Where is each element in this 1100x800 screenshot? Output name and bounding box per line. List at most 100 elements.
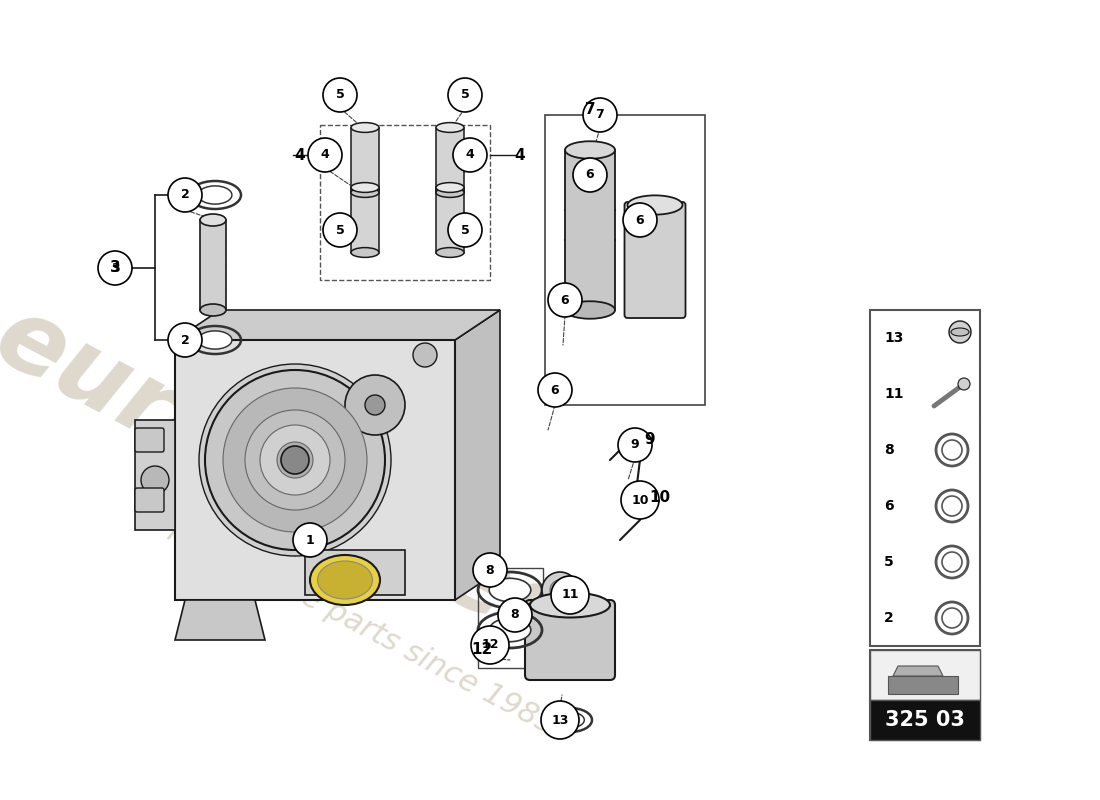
Text: 11: 11 (561, 589, 579, 602)
Bar (870, 310, 980, 646)
Polygon shape (175, 600, 265, 640)
Text: 10: 10 (649, 490, 671, 506)
Circle shape (550, 580, 570, 600)
Ellipse shape (565, 302, 615, 318)
Text: 8: 8 (884, 443, 893, 457)
FancyBboxPatch shape (135, 428, 164, 452)
Text: 2: 2 (180, 334, 189, 346)
Bar (565, 150, 615, 310)
Ellipse shape (198, 186, 232, 204)
Text: 8: 8 (510, 609, 519, 622)
Bar (351, 127, 380, 193)
Ellipse shape (198, 331, 232, 349)
Circle shape (323, 213, 358, 247)
Text: 13: 13 (551, 714, 569, 726)
Circle shape (412, 343, 437, 367)
Circle shape (551, 576, 588, 614)
Circle shape (538, 373, 572, 407)
FancyBboxPatch shape (135, 488, 164, 512)
Text: 5: 5 (884, 555, 893, 569)
Bar (436, 127, 464, 193)
Circle shape (548, 283, 582, 317)
Circle shape (471, 626, 509, 664)
Bar (175, 340, 455, 600)
Circle shape (199, 364, 390, 556)
Circle shape (293, 523, 327, 557)
Text: 5: 5 (336, 223, 344, 237)
Ellipse shape (530, 593, 610, 618)
Circle shape (453, 138, 487, 172)
Circle shape (498, 598, 532, 632)
Text: 4: 4 (465, 149, 474, 162)
Circle shape (473, 553, 507, 587)
Text: 2: 2 (884, 611, 893, 625)
Polygon shape (135, 420, 175, 530)
Text: 6: 6 (636, 214, 645, 226)
Circle shape (448, 213, 482, 247)
Ellipse shape (490, 618, 531, 642)
Circle shape (365, 395, 385, 415)
Circle shape (345, 375, 405, 435)
Ellipse shape (200, 304, 225, 316)
Ellipse shape (952, 328, 969, 336)
Text: a passionate parts since 1985: a passionate parts since 1985 (141, 499, 560, 741)
Text: 8: 8 (486, 563, 494, 577)
Ellipse shape (627, 195, 682, 214)
Text: 12: 12 (482, 638, 498, 651)
Polygon shape (175, 310, 500, 340)
Text: 5: 5 (461, 223, 470, 237)
Circle shape (98, 251, 132, 285)
Circle shape (168, 178, 202, 212)
Circle shape (245, 410, 345, 510)
Ellipse shape (318, 561, 373, 599)
Text: 5: 5 (461, 89, 470, 102)
Text: 3: 3 (111, 262, 119, 274)
Circle shape (621, 481, 659, 519)
Bar (200, 220, 225, 310)
Text: 10: 10 (631, 494, 649, 506)
Bar (436, 187, 464, 253)
Text: 3: 3 (110, 261, 120, 275)
Circle shape (541, 701, 579, 739)
Circle shape (168, 323, 202, 357)
Text: 6: 6 (884, 499, 893, 513)
Text: 1: 1 (306, 534, 315, 546)
Bar (478, 568, 543, 668)
Ellipse shape (436, 248, 464, 258)
Circle shape (308, 138, 342, 172)
Text: 2: 2 (180, 189, 189, 202)
Circle shape (573, 158, 607, 192)
Circle shape (583, 98, 617, 132)
Bar (870, 650, 980, 740)
Text: 6: 6 (551, 383, 559, 397)
Ellipse shape (490, 578, 531, 602)
Circle shape (542, 572, 578, 608)
Circle shape (223, 388, 367, 532)
Ellipse shape (556, 712, 584, 728)
Circle shape (618, 428, 652, 462)
Text: 9: 9 (630, 438, 639, 451)
Text: eurospares: eurospares (0, 289, 582, 671)
Polygon shape (455, 310, 500, 600)
Text: 6: 6 (585, 169, 594, 182)
Bar (888, 676, 958, 694)
Text: 4: 4 (295, 147, 306, 162)
Ellipse shape (310, 555, 380, 605)
Text: 5: 5 (336, 89, 344, 102)
Text: 12: 12 (472, 642, 493, 658)
Circle shape (448, 78, 482, 112)
Ellipse shape (200, 214, 225, 226)
Text: 7: 7 (595, 109, 604, 122)
Ellipse shape (436, 122, 464, 132)
Circle shape (949, 321, 971, 343)
Text: 4: 4 (320, 149, 329, 162)
Text: 13: 13 (884, 331, 903, 345)
Circle shape (323, 78, 358, 112)
Text: 7: 7 (585, 102, 595, 118)
Polygon shape (893, 666, 943, 676)
Bar (305, 550, 405, 595)
Bar (870, 699, 980, 740)
Circle shape (277, 442, 313, 478)
FancyBboxPatch shape (525, 600, 615, 680)
FancyBboxPatch shape (625, 202, 685, 318)
